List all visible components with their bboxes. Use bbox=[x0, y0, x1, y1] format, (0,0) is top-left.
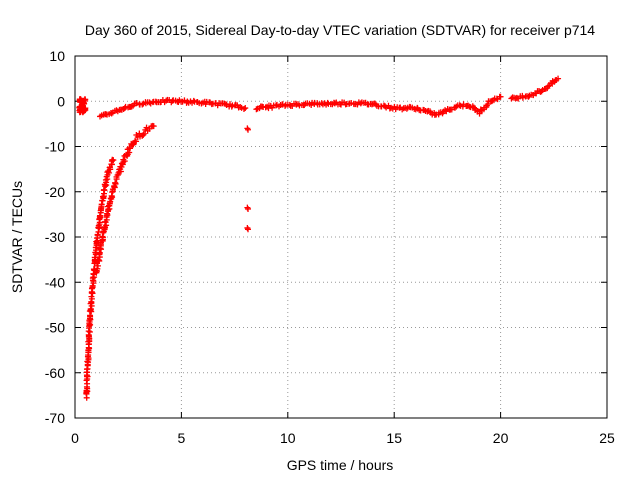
data-point bbox=[85, 333, 92, 340]
data-point bbox=[81, 107, 88, 114]
data-point bbox=[109, 189, 116, 196]
data-point bbox=[94, 262, 101, 269]
data-point bbox=[324, 99, 331, 106]
y-tick-label: -40 bbox=[45, 274, 65, 290]
y-tick-label: -30 bbox=[45, 229, 65, 245]
data-point bbox=[87, 313, 94, 320]
data-point bbox=[76, 109, 83, 116]
data-point bbox=[245, 126, 252, 133]
x-axis-label: GPS time / hours bbox=[287, 457, 394, 473]
data-point bbox=[519, 94, 526, 101]
y-tick-label: -50 bbox=[45, 320, 65, 336]
data-points bbox=[76, 75, 562, 401]
y-tick-label: -20 bbox=[45, 184, 65, 200]
data-point bbox=[242, 105, 249, 112]
y-tick-label: -10 bbox=[45, 139, 65, 155]
chart-title: Day 360 of 2015, Sidereal Day-to-day VTE… bbox=[85, 22, 595, 38]
x-tick-label: 10 bbox=[280, 430, 296, 446]
data-point bbox=[140, 130, 147, 137]
data-point bbox=[143, 124, 150, 131]
data-point bbox=[93, 238, 100, 245]
data-point bbox=[555, 75, 562, 82]
data-point bbox=[150, 123, 157, 130]
data-point bbox=[228, 103, 235, 110]
data-point bbox=[121, 158, 128, 165]
data-point bbox=[86, 328, 93, 335]
y-axis-label: SDTVAR / TECUs bbox=[9, 181, 25, 293]
y-tick-label: -60 bbox=[45, 365, 65, 381]
data-point bbox=[79, 98, 86, 105]
data-point bbox=[106, 169, 113, 176]
data-point bbox=[282, 102, 289, 109]
x-tick-label: 15 bbox=[386, 430, 402, 446]
data-point bbox=[108, 110, 115, 117]
data-point bbox=[95, 256, 102, 263]
x-tick-label: 25 bbox=[599, 430, 615, 446]
data-point bbox=[133, 138, 140, 145]
data-point bbox=[497, 93, 504, 100]
x-tick-label: 5 bbox=[178, 430, 186, 446]
data-point bbox=[245, 205, 252, 212]
y-tick-label: 0 bbox=[57, 93, 65, 109]
data-point bbox=[237, 104, 244, 111]
data-point bbox=[99, 233, 106, 240]
y-tick-label: 10 bbox=[49, 48, 65, 64]
data-point bbox=[456, 102, 463, 109]
data-point bbox=[163, 97, 170, 104]
data-point bbox=[94, 232, 101, 239]
data-point bbox=[426, 108, 433, 115]
data-point bbox=[139, 101, 146, 108]
data-point bbox=[476, 110, 483, 117]
y-tick-label: -70 bbox=[45, 410, 65, 426]
data-point bbox=[127, 145, 134, 152]
data-point bbox=[101, 187, 108, 194]
plot-frame bbox=[74, 55, 608, 419]
data-point bbox=[102, 176, 109, 183]
x-tick-label: 20 bbox=[493, 430, 509, 446]
data-point bbox=[89, 284, 96, 291]
data-point bbox=[240, 106, 247, 113]
x-tick-label: 0 bbox=[71, 430, 79, 446]
data-point bbox=[112, 180, 119, 187]
ticks: 0 5 10 15 20 25 -70 -60 -50 -40 -30 -20 -10 0 10 bbox=[45, 48, 615, 446]
data-point bbox=[87, 305, 94, 312]
data-point bbox=[190, 97, 197, 104]
data-point bbox=[140, 131, 147, 138]
data-point bbox=[96, 212, 103, 219]
data-point bbox=[110, 157, 117, 164]
data-point bbox=[245, 226, 252, 233]
